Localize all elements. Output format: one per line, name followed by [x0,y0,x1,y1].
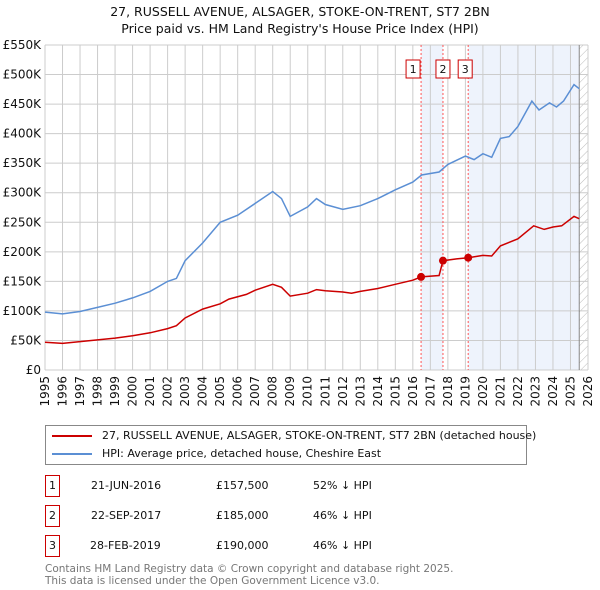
shaded-period [468,45,580,370]
x-tick-label: 2016 [406,376,420,407]
sale-badge: 3 [45,535,60,557]
x-tick-label: 1998 [91,376,105,407]
sale-point [417,272,426,281]
badge-box [405,59,421,79]
x-tick-label: 2021 [493,376,507,407]
legend-swatch-property [52,434,92,437]
x-tick-label: 2012 [336,376,350,407]
y-tick-label: £50K [10,333,42,347]
x-tick-label: 2000 [126,376,140,407]
chart-plot: £0 £50K £100K £150K £200K £250K £300K £350K £400… [3,38,595,407]
badge-text: 3 [462,63,469,76]
sale-hpi-diff: 52% ↓ HPI [313,479,372,492]
sale-point [438,256,447,265]
y-tick-label: £400K [3,127,43,141]
x-tick-label: 2025 [563,376,577,407]
x-tick-label: 1999 [108,376,122,407]
legend-label-property: 27, RUSSELL AVENUE, ALSAGER, STOKE-ON-TR… [102,429,537,442]
badge-box [457,59,473,79]
sale-date: 22-SEP-2017 [91,509,162,522]
x-tick-label: 2013 [353,376,367,407]
x-tick-label: 2005 [213,376,227,407]
y-tick-label: £350K [3,156,43,170]
sale-badge: 2 [45,505,60,527]
sale-label-badge: 2 [435,59,451,79]
x-tick-label: 2004 [196,376,210,407]
y-tick-label: £500K [3,68,43,82]
sale-label-badge: 1 [405,59,421,79]
sale-price: £157,500 [216,479,269,492]
x-tick-label: 2026 [581,376,595,407]
footer: Contains HM Land Registry data © Crown c… [45,563,453,587]
y-tick-label: £200K [3,245,43,259]
x-tick-label: 2020 [476,376,490,407]
y-tick-label: £0 [26,363,41,377]
series-line [44,215,580,345]
footer-line: This data is licensed under the Open Gov… [45,575,380,587]
sale-hpi-diff: 46% ↓ HPI [313,509,372,522]
sale-badge: 1 [45,475,60,497]
x-tick-label: 1996 [56,376,70,407]
sale-row: 1 21-JUN-2016 £157,500 52% ↓ HPI [45,475,545,497]
badge-text: 2 [439,63,446,76]
x-tick-label: 2007 [248,376,262,407]
y-tick-label: £250K [3,215,43,229]
x-tick-label: 2019 [458,376,472,407]
forecast-hatch [579,45,588,370]
sale-date: 28-FEB-2019 [90,539,161,552]
sale-price: £185,000 [216,509,269,522]
sale-label-badge: 3 [457,59,473,79]
badge-box [435,59,451,79]
sale-row: 2 22-SEP-2017 £185,000 46% ↓ HPI [45,505,545,527]
x-tick-label: 2001 [143,376,157,407]
sale-date: 21-JUN-2016 [91,479,162,492]
y-tick-label: £550K [3,38,43,52]
x-tick-label: 2008 [266,376,280,407]
x-tick-label: 2014 [371,376,385,407]
x-tick-label: 2006 [231,376,245,407]
x-tick-label: 2023 [528,376,542,407]
x-tick-label: 2015 [388,376,402,407]
sale-price: £190,000 [216,539,269,552]
sale-row: 3 28-FEB-2019 £190,000 46% ↓ HPI [45,535,545,557]
y-tick-label: £300K [3,186,43,200]
x-tick-label: 2003 [178,376,192,407]
y-tick-label: £150K [3,274,43,288]
badge-text: 1 [410,63,417,76]
x-tick-label: 2010 [301,376,315,407]
chart-subtitle: Price paid vs. HM Land Registry's House … [121,21,479,36]
x-tick-label: 2011 [318,376,332,407]
legend: 27, RUSSELL AVENUE, ALSAGER, STOKE-ON-TR… [45,425,536,465]
x-tick-label: 2024 [546,376,560,407]
x-tick-label: 1997 [73,376,87,407]
y-tick-label: £100K [3,304,43,318]
x-tick-label: 2002 [161,376,175,407]
series-line [44,83,580,315]
x-tick-label: 1995 [38,376,52,407]
legend-label-hpi: HPI: Average price, detached house, Ches… [102,447,382,460]
footer-line: Contains HM Land Registry data © Crown c… [45,563,454,575]
x-tick-label: 2018 [441,376,455,407]
sale-point [464,253,473,262]
legend-swatch-hpi [52,452,92,455]
shaded-period [421,45,443,370]
x-tick-label: 2017 [423,376,437,407]
x-tick-label: 2022 [511,376,525,407]
chart-title: 27, RUSSELL AVENUE, ALSAGER, STOKE-ON-TR… [110,4,490,19]
y-tick-label: £450K [3,97,43,111]
x-tick-label: 2009 [283,376,297,407]
sale-hpi-diff: 46% ↓ HPI [313,539,372,552]
